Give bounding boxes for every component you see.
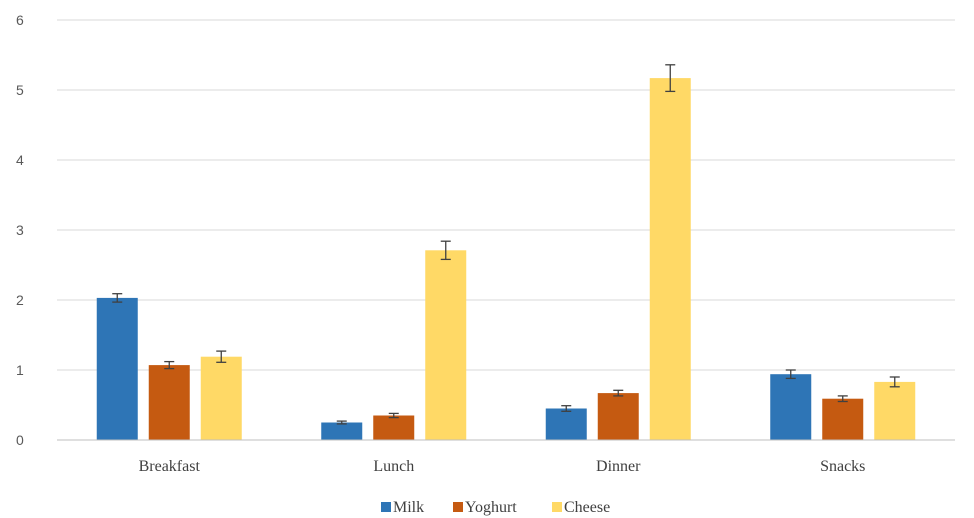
- error-bar-cheese-dinner: [665, 64, 676, 93]
- y-tick-label: 4: [16, 152, 24, 168]
- bar-cheese-dinner: [649, 78, 691, 440]
- bar-milk-lunch: [321, 422, 363, 440]
- bar-cheese-breakfast: [200, 356, 242, 440]
- bar-milk-snacks: [770, 374, 812, 440]
- error-bar-milk-dinner: [561, 405, 572, 412]
- legend-label: Milk: [393, 499, 424, 516]
- legend-swatch: [552, 502, 562, 512]
- x-axis-categories: Breakfast Lunch Dinner Snacks: [139, 458, 866, 475]
- bar-yoghurt-snacks: [822, 398, 864, 440]
- error-bar-yoghurt-snacks: [837, 395, 848, 403]
- error-bar-cheese-snacks: [889, 376, 900, 388]
- error-bars: [112, 64, 900, 425]
- error-bar-milk-snacks: [785, 369, 796, 380]
- legend-swatch: [453, 502, 463, 512]
- bar-cheese-snacks: [874, 381, 916, 440]
- bar-cheese-lunch: [425, 250, 467, 440]
- bar-yoghurt-lunch: [373, 415, 415, 440]
- x-category-label: Lunch: [373, 458, 414, 475]
- error-bar-milk-lunch: [336, 420, 347, 425]
- legend-item-cheese: Cheese: [552, 499, 610, 516]
- x-category-label: Breakfast: [139, 458, 201, 475]
- y-tick-label: 1: [16, 362, 24, 378]
- legend-item-milk: Milk: [381, 499, 424, 516]
- error-bar-cheese-breakfast: [216, 350, 227, 363]
- error-bar-milk-breakfast: [112, 293, 123, 303]
- legend-label: Cheese: [564, 499, 610, 516]
- legend-item-yoghurt: Yoghurt: [453, 499, 517, 516]
- bar-milk-dinner: [545, 408, 587, 440]
- y-tick-label: 2: [16, 292, 24, 308]
- bar-yoghurt-dinner: [597, 393, 639, 440]
- y-tick-label: 6: [16, 12, 24, 28]
- gridlines: [57, 19, 955, 371]
- legend-label: Yoghurt: [465, 499, 517, 516]
- y-tick-label: 3: [16, 222, 24, 238]
- y-axis-ticks: 0 1 2 3 4 5 6: [16, 12, 24, 448]
- bar-milk-breakfast: [96, 297, 138, 440]
- error-bar-yoghurt-lunch: [388, 412, 399, 419]
- legend-swatch: [381, 502, 391, 512]
- legend: Milk Yoghurt Cheese: [381, 499, 610, 516]
- x-category-label: Dinner: [596, 458, 641, 475]
- error-bar-yoghurt-dinner: [613, 389, 624, 397]
- bars: [96, 78, 916, 440]
- error-bar-yoghurt-breakfast: [164, 360, 175, 370]
- x-category-label: Snacks: [820, 458, 865, 475]
- y-tick-label: 0: [16, 432, 24, 448]
- y-tick-label: 5: [16, 82, 24, 98]
- error-bar-cheese-lunch: [440, 240, 451, 261]
- bar-yoghurt-breakfast: [148, 365, 190, 440]
